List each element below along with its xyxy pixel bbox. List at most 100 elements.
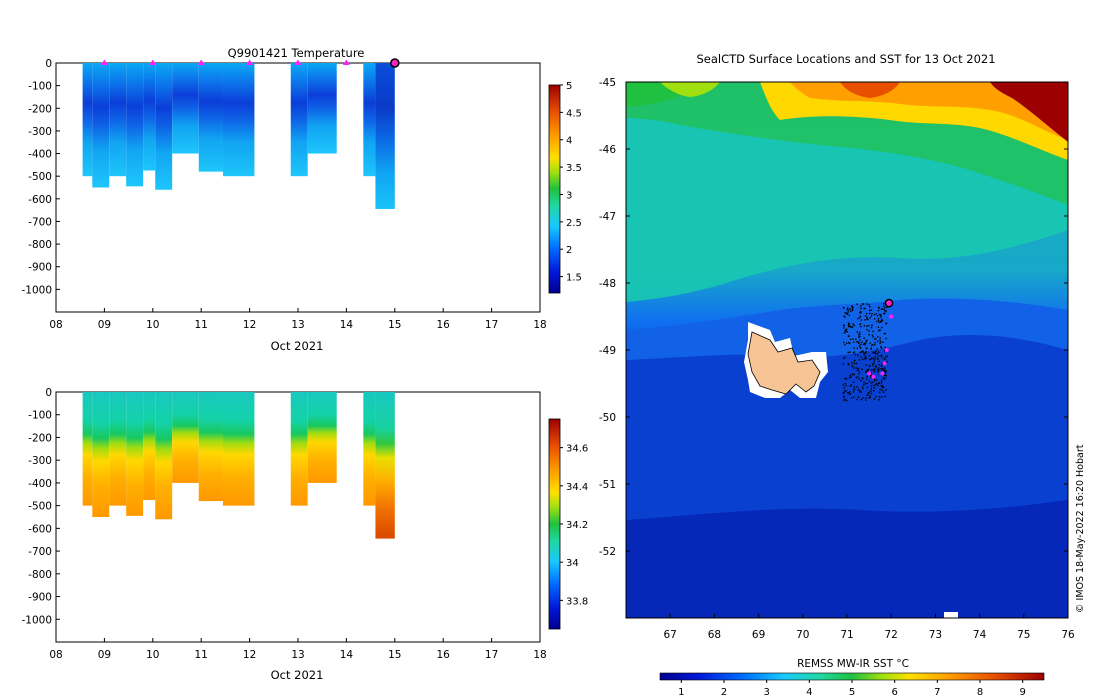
track-dot bbox=[882, 305, 885, 307]
track-dot bbox=[881, 319, 884, 322]
track-dot bbox=[884, 395, 886, 398]
track-dot bbox=[851, 309, 854, 311]
track-dot bbox=[855, 367, 857, 369]
profile-marker bbox=[197, 59, 205, 65]
track-dot bbox=[858, 359, 861, 361]
y-tick-label: -300 bbox=[28, 126, 52, 138]
track-dot bbox=[868, 334, 870, 336]
track-dot bbox=[881, 396, 883, 398]
track-dot bbox=[849, 325, 852, 327]
track-dot bbox=[874, 351, 876, 353]
track-dot bbox=[851, 365, 854, 367]
track-dot bbox=[858, 333, 861, 336]
track-dot bbox=[860, 351, 863, 353]
track-dot bbox=[870, 390, 872, 392]
track-dot bbox=[861, 368, 863, 370]
track-dot bbox=[860, 356, 862, 359]
profile-column bbox=[290, 392, 308, 506]
track-dot bbox=[877, 326, 880, 329]
y-tick-label: 0 bbox=[45, 387, 52, 399]
track-dot bbox=[844, 356, 846, 359]
track-dot bbox=[870, 344, 873, 347]
track-dot bbox=[847, 363, 850, 366]
track-dot bbox=[859, 351, 861, 354]
track-dot bbox=[845, 378, 848, 380]
track-dot bbox=[885, 389, 887, 391]
track-dot bbox=[847, 307, 849, 309]
track-dot bbox=[856, 341, 858, 343]
track-dot bbox=[885, 374, 887, 377]
track-dot bbox=[870, 315, 873, 317]
track-dot bbox=[881, 326, 883, 329]
profile-column bbox=[126, 63, 144, 187]
profile-column bbox=[155, 392, 173, 520]
track-dot bbox=[886, 355, 888, 358]
track-dot bbox=[848, 391, 851, 393]
track-dot bbox=[882, 303, 885, 305]
track-dot bbox=[868, 364, 871, 367]
track-dot bbox=[856, 347, 859, 350]
x-tick-label: 13 bbox=[291, 319, 304, 331]
map-credit: © IMOS 18-May-2022 16:20 Hobart bbox=[1075, 444, 1086, 613]
y-tick-label: -800 bbox=[28, 239, 52, 251]
track-dot bbox=[869, 394, 871, 397]
track-dot bbox=[842, 392, 844, 394]
track-dot bbox=[870, 382, 872, 384]
lat-tick-label: -48 bbox=[599, 278, 616, 290]
track-dot bbox=[848, 342, 850, 344]
colorbar-tick-label: 3 bbox=[566, 190, 572, 201]
track-dot bbox=[873, 379, 876, 382]
track-dot bbox=[886, 360, 888, 363]
y-tick-label: -500 bbox=[28, 501, 52, 513]
track-dot bbox=[872, 344, 874, 346]
track-dot bbox=[879, 320, 882, 323]
track-dot bbox=[870, 372, 873, 374]
lon-tick-label: 71 bbox=[840, 629, 853, 641]
track-dot bbox=[845, 328, 848, 330]
track-dot bbox=[866, 394, 869, 397]
track-dot bbox=[876, 368, 879, 371]
map-title: SealCTD Surface Locations and SST for 13… bbox=[696, 52, 995, 66]
track-dot bbox=[859, 346, 862, 348]
recent-profile-positions bbox=[867, 314, 894, 379]
track-dot bbox=[856, 362, 858, 365]
track-dot bbox=[852, 352, 855, 354]
profile-marker bbox=[294, 59, 302, 65]
track-dot bbox=[872, 381, 874, 384]
track-dot bbox=[850, 397, 853, 399]
track-dot bbox=[880, 314, 882, 316]
track-dot bbox=[884, 306, 886, 309]
track-dot bbox=[878, 321, 880, 323]
track-dot bbox=[882, 386, 885, 388]
track-dot bbox=[875, 313, 878, 315]
track-dot bbox=[885, 322, 887, 325]
track-dot bbox=[843, 341, 845, 344]
track-dot bbox=[876, 371, 879, 373]
track-dot bbox=[843, 332, 846, 334]
track-dot bbox=[857, 317, 859, 320]
colorbar-tick-label: 34 bbox=[566, 558, 579, 569]
profile-column bbox=[82, 392, 93, 506]
profile-column bbox=[126, 392, 144, 516]
track-dot bbox=[883, 367, 886, 369]
track-dot bbox=[851, 365, 853, 368]
profile-marker bbox=[100, 59, 108, 65]
x-tick-label: 12 bbox=[243, 649, 256, 661]
colorbar-tick-label: 34.4 bbox=[566, 482, 588, 493]
x-tick-label: 12 bbox=[243, 319, 256, 331]
colorbar-tick-label: 2.5 bbox=[566, 218, 582, 229]
track-dot bbox=[860, 307, 862, 310]
track-dot bbox=[884, 346, 887, 349]
track-dot bbox=[861, 341, 863, 343]
track-dot bbox=[866, 328, 868, 331]
track-dot bbox=[853, 388, 856, 391]
track-dot bbox=[861, 377, 864, 379]
y-tick-label: -700 bbox=[28, 546, 52, 558]
track-dot bbox=[865, 399, 867, 401]
track-dot bbox=[851, 373, 853, 375]
track-dot bbox=[878, 396, 881, 398]
track-dot bbox=[864, 307, 866, 310]
track-dot bbox=[865, 357, 868, 360]
track-dot bbox=[860, 311, 862, 314]
track-dot bbox=[880, 368, 882, 370]
